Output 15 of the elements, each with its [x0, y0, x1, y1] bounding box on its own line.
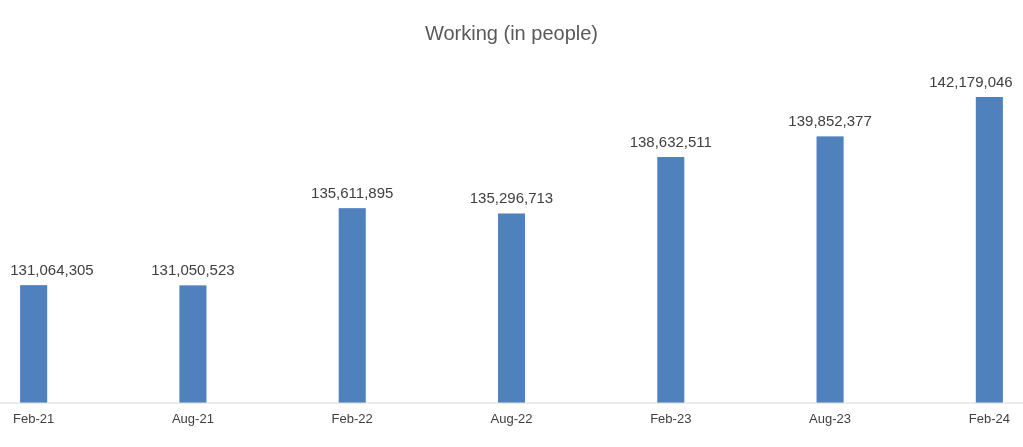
- x-tick-label: Feb-21: [13, 411, 55, 426]
- chart-title: Working (in people): [424, 22, 599, 44]
- data-label: 135,611,895: [311, 184, 394, 202]
- data-label: 142,179,046: [929, 73, 1013, 90]
- data-label: 131,064,305: [10, 261, 94, 279]
- x-tick-label: Aug-22: [490, 411, 533, 426]
- x-tick-label: Feb-23: [650, 411, 692, 426]
- x-tick-label: Feb-22: [331, 411, 373, 426]
- data-label: 138,632,511: [629, 133, 712, 151]
- data-label: 135,296,713: [469, 189, 554, 207]
- data-label: 131,050,523: [151, 261, 235, 279]
- x-tick-label: Aug-21: [171, 411, 214, 426]
- x-tick-label: Feb-24: [968, 411, 1010, 426]
- data-label: 139,852,377: [788, 112, 872, 130]
- x-tick-label: Aug-23: [809, 411, 852, 426]
